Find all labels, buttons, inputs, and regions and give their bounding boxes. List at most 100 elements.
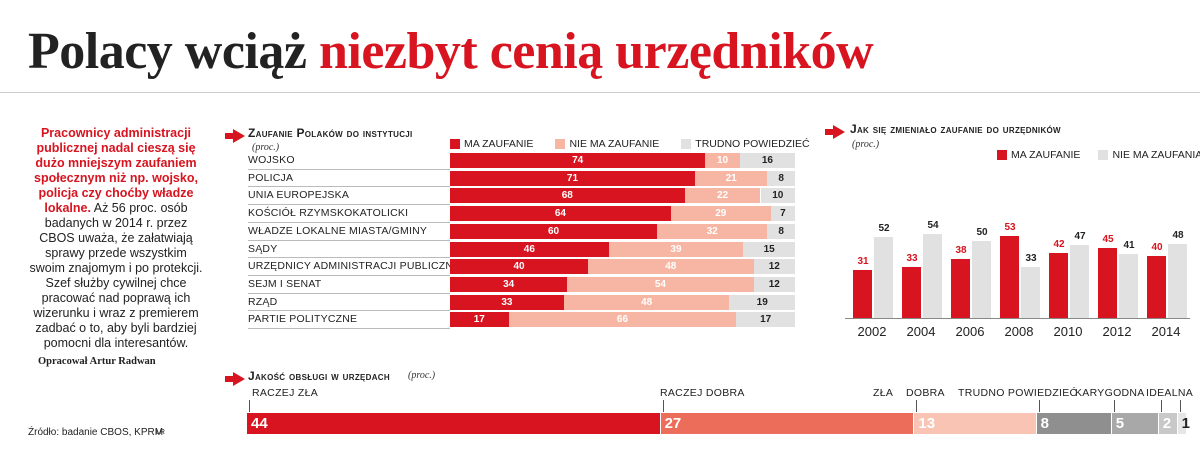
row-divider: [248, 328, 450, 329]
bar-segment: 48: [588, 259, 754, 275]
bar-segment: 46: [450, 241, 609, 257]
row-label: SEJM I SENAT: [248, 277, 322, 290]
stacked-bar: 33 48 19: [450, 294, 795, 310]
row-divider: [248, 274, 450, 276]
trend-bar: [1021, 266, 1040, 318]
trend-bar: [1168, 243, 1187, 318]
arrow-icon: [225, 372, 245, 386]
year-label: 2010: [1053, 324, 1083, 339]
quality-label: RACZEJ DOBRA: [660, 387, 745, 399]
trend-bar: [951, 259, 970, 318]
legend-swatch: [997, 150, 1007, 160]
bar-segment: 15: [743, 241, 795, 257]
legend-label: MA ZAUFANIE: [464, 138, 534, 150]
quality-tick: [1179, 400, 1181, 412]
row-divider: [248, 239, 450, 241]
trend-bar-label: 52: [878, 223, 890, 235]
chart2-legend: MA ZAUFANIE NIE MA ZAUFANIA: [997, 149, 1200, 161]
chart2-title: Jak się zmieniało zaufanie do urzędników: [850, 122, 1061, 136]
lead-bold-text: Pracownicy administracji publicznej nada…: [34, 126, 198, 215]
trend-bar-label: 33: [1025, 252, 1037, 264]
bar-segment: 22: [684, 188, 761, 204]
trend-bar-label: 47: [1074, 231, 1086, 243]
quality-label: DOBRA: [906, 387, 945, 399]
legend-item: TRUDNO POWIEDZIEĆ: [681, 138, 810, 150]
bar-segment: 12: [753, 276, 795, 292]
quality-tick: [1113, 400, 1115, 412]
trend-bar: [1049, 252, 1068, 318]
trend-bar: [923, 234, 942, 318]
quality-tick: [662, 400, 664, 412]
row-label: SĄDY: [248, 242, 278, 255]
stacked-bar: 71 21 8: [450, 170, 795, 186]
chart1-subtitle: (proc.): [252, 142, 280, 153]
stacked-bar: 68 22 10: [450, 188, 795, 204]
bar-segment: 12: [753, 259, 795, 275]
quality-label: ZŁA: [873, 387, 894, 399]
quality-segment: 5: [1111, 413, 1158, 434]
trend-bar: [1119, 254, 1138, 318]
trend-bar: [972, 240, 991, 318]
stacked-bar: 17 66 17: [450, 312, 795, 328]
quality-tick: [916, 400, 918, 412]
trend-bar: [902, 266, 921, 318]
trend-bar: [853, 269, 872, 318]
quality-segment: 8: [1036, 413, 1111, 434]
year-label: 2002: [857, 324, 887, 339]
quality-segment: 44: [247, 413, 660, 434]
legend-swatch: [1098, 150, 1109, 160]
bar-segment: 74: [450, 153, 706, 168]
arrow-icon: [825, 125, 845, 139]
quality-label: RACZEJ ZŁA: [252, 387, 319, 399]
year-label: 2008: [1004, 324, 1034, 339]
quality-segment: 1: [1177, 413, 1190, 434]
bar-segment: 17: [736, 312, 795, 328]
trend-bar: [1070, 245, 1089, 318]
bar-segment: 10: [705, 153, 740, 168]
quality-tick: [1160, 400, 1162, 412]
trend-bar-label: 38: [955, 245, 967, 257]
legend-item: NIE MA ZAUFANIE: [555, 138, 659, 150]
trend-bar-label: 45: [1102, 234, 1114, 246]
bar-segment: 66: [508, 312, 737, 328]
row-divider: [248, 168, 450, 170]
x-axis: [845, 318, 1190, 319]
bar-segment: 10: [760, 188, 795, 204]
row-divider: [248, 204, 450, 206]
quality-tick: [249, 400, 250, 412]
quality-label: KARYGODNA: [1075, 387, 1145, 399]
arrow-icon: [225, 129, 245, 143]
title-black: Polacy wciąż: [28, 23, 307, 80]
trend-bar: [1147, 256, 1166, 318]
trend-bar-label: 41: [1123, 240, 1135, 252]
bar-segment: 8: [767, 170, 795, 186]
row-label: KOŚCIÓŁ RZYMSKOKATOLICKI: [248, 207, 409, 220]
trend-bar-label: 50: [976, 226, 988, 238]
legend-item: MA ZAUFANIE: [997, 149, 1080, 161]
chart3-title: Jakość obsługi w urzędach: [248, 369, 390, 383]
stacked-bar: 40 48 12: [450, 259, 795, 275]
row-divider: [248, 221, 450, 223]
row-label: RZĄD: [248, 295, 278, 308]
year-label: 2004: [906, 324, 936, 339]
trend-bar: [1000, 235, 1019, 318]
trend-bar-label: 53: [1004, 221, 1016, 233]
bar-segment: 32: [657, 223, 768, 239]
stacked-bar: 74 10 16: [450, 153, 795, 168]
bar-segment: 40: [450, 259, 588, 275]
legend-label: MA ZAUFANIE: [1011, 149, 1081, 161]
row-label: WOJSKO: [248, 154, 295, 166]
year-label: 2006: [955, 324, 985, 339]
quality-label: TRUDNO POWIEDZIEĆ: [958, 387, 1078, 399]
row-divider: [248, 310, 450, 312]
trust-trend-chart: 31 52 2002 33 54 2004 38 50 2006 53 33 2008 42 47 2010…: [845, 160, 1190, 350]
trend-bar-label: 33: [906, 252, 918, 264]
bar-segment: 71: [450, 170, 695, 186]
row-label: WŁADZE LOKALNE MIASTA/GMINY: [248, 224, 428, 237]
bar-segment: 48: [563, 294, 730, 310]
year-label: 2014: [1151, 324, 1181, 339]
trend-bar: [1098, 248, 1117, 318]
year-label: 2012: [1102, 324, 1132, 339]
bar-segment: 68: [450, 188, 685, 204]
source-note: Źródło: badanie CBOS, KPRM: [28, 427, 164, 438]
